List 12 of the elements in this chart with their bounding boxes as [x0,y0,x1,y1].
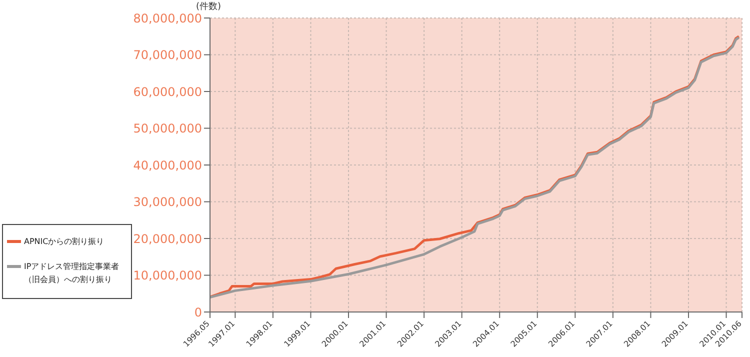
y-tick-label: 70,000,000 [133,48,202,62]
y-tick-label: 20,000,000 [133,232,202,246]
y-tick-label: 30,000,000 [133,195,202,210]
y-axis-title: (件数) [196,0,222,13]
y-tick-label: 60,000,000 [133,84,202,99]
y-tick-label: 50,000,000 [133,122,202,136]
legend-label: APNICからの割り振り [24,236,104,248]
y-tick-label: 0 [194,305,202,320]
y-tick-label: 80,000,000 [133,11,202,26]
y-tick-label: 40,000,000 [133,158,202,172]
legend-label: IPアドレス管理指定事業者（旧会員）への割り振り [24,261,120,286]
y-tick-label: 10,000,000 [133,268,202,283]
